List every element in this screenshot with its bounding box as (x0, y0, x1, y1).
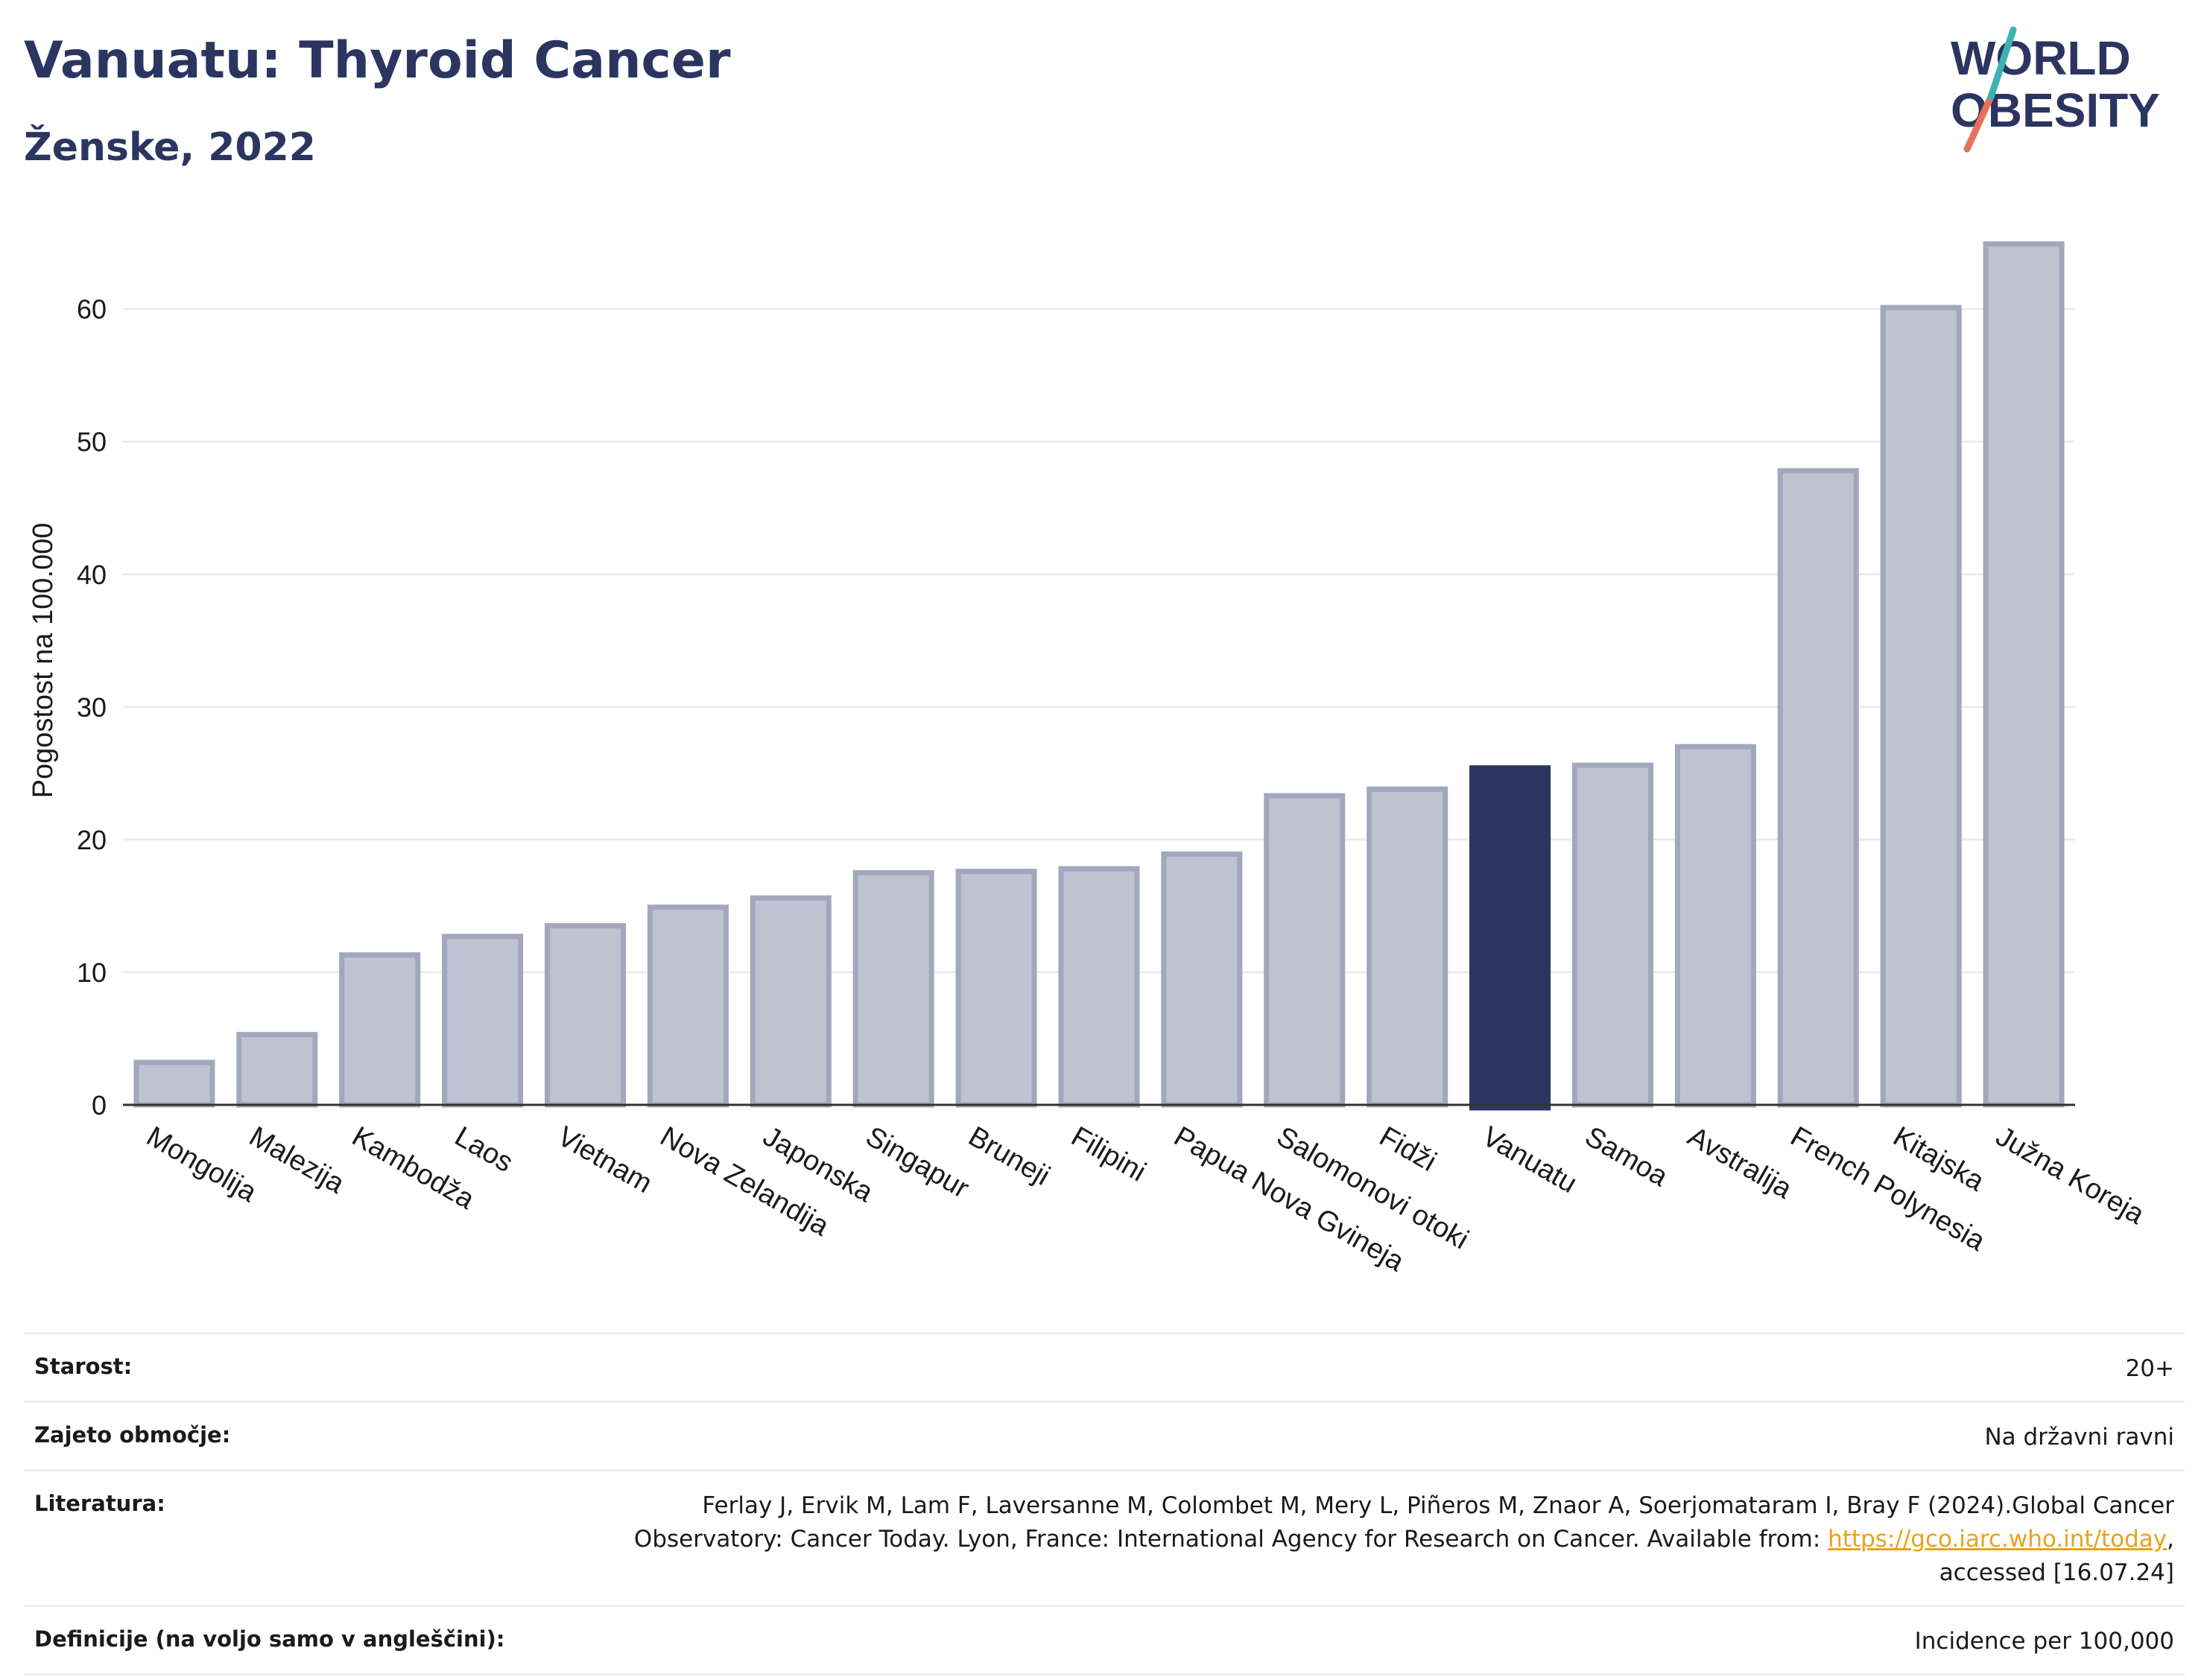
bar-0 (133, 1059, 215, 1108)
bar-10 (1161, 851, 1243, 1108)
page-title: Vanuatu: Thyroid Cancer (24, 31, 731, 90)
reference-link[interactable]: https://gco.iarc.who.int/today (1828, 1526, 2167, 1553)
x-tick-label: Malezija (244, 1120, 349, 1199)
bar-18 (1983, 241, 2065, 1108)
info-row-definitions: Definicije (na voljo samo v angleščini):… (24, 1605, 2185, 1676)
x-tick-label: Filipini (1066, 1120, 1151, 1188)
y-axis-ticks: 0 10 20 30 40 50 60 (77, 294, 107, 1120)
reference-label: Literatura: (34, 1491, 165, 1516)
bar-7 (852, 869, 934, 1108)
page-subtitle: Ženske, 2022 (24, 125, 316, 170)
bar-8 (955, 869, 1037, 1108)
x-tick-label: Vanuatu (1477, 1120, 1582, 1199)
x-tick-label: Singapur (861, 1120, 975, 1205)
bar-9 (1058, 866, 1140, 1108)
x-tick-label: Bruneji (963, 1120, 1055, 1192)
y-axis-label: Pogostost na 100.000 (28, 523, 59, 799)
bar-4 (545, 923, 627, 1108)
bar-17 (1880, 305, 1962, 1108)
bar-11 (1264, 793, 1346, 1108)
bar-1 (236, 1032, 318, 1108)
y-tick-label: 40 (77, 560, 107, 590)
bar-16 (1777, 468, 1859, 1108)
y-tick-label: 0 (92, 1090, 107, 1120)
info-row-reference: Literatura: Ferlay J, Ervik M, Lam F, La… (24, 1469, 2185, 1605)
svg-text:WORLD: WORLD (1951, 31, 2131, 85)
bar-5 (647, 904, 729, 1108)
definitions-value: Incidence per 100,000 (1914, 1628, 2174, 1655)
bar-13 (1469, 765, 1551, 1111)
reference-value: Ferlay J, Ervik M, Lam F, Laversanne M, … (595, 1489, 2174, 1590)
info-row-age: Starost: 20+ (24, 1332, 2185, 1401)
y-tick-label: 10 (77, 957, 107, 988)
x-tick-label: Nova Zelandija (655, 1120, 835, 1243)
y-tick-label: 50 (77, 427, 107, 457)
y-tick-label: 30 (77, 692, 107, 723)
info-row-coverage: Zajeto območje: Na državni ravni (24, 1401, 2185, 1469)
bar-14 (1571, 762, 1653, 1108)
bar-12 (1367, 786, 1448, 1108)
definitions-label: Definicije (na voljo samo v angleščini): (34, 1626, 505, 1652)
coverage-label: Zajeto območje: (34, 1422, 231, 1448)
x-tick-label: Avstralija (1682, 1120, 1798, 1205)
reference-text: Ferlay J, Ervik M, Lam F, Laversanne M, … (633, 1492, 2174, 1553)
x-tick-label: Južna Koreja (1991, 1120, 2150, 1231)
x-tick-label: Vietnam (552, 1120, 657, 1199)
reference-tail: , accessed [16.07.24] (1939, 1526, 2174, 1586)
bars (133, 241, 2065, 1111)
x-tick-label: Mongolija (141, 1120, 262, 1208)
x-tick-label: Fidži (1374, 1120, 1441, 1177)
y-tick-label: 60 (77, 294, 107, 325)
bar-3 (442, 933, 524, 1108)
info-table: Starost: 20+ Zajeto območje: Na državni … (24, 1332, 2185, 1676)
age-value: 20+ (2125, 1355, 2174, 1382)
coverage-value: Na državni ravni (1984, 1424, 2174, 1451)
bar-15 (1674, 744, 1756, 1108)
x-tick-label: Laos (449, 1120, 518, 1179)
bar-6 (750, 895, 832, 1108)
world-obesity-logo: WORLD OBESITY (1951, 26, 2160, 153)
age-label: Starost: (34, 1354, 133, 1379)
x-tick-label: Samoa (1580, 1120, 1673, 1193)
bar-2 (339, 952, 421, 1108)
y-tick-label: 20 (77, 825, 107, 855)
